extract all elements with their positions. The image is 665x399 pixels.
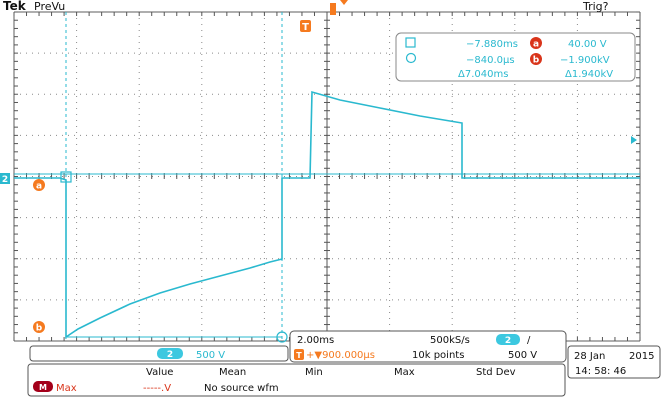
channel-scale-badge: 2 [167, 350, 173, 360]
cursor-a-time: −7.880ms [466, 39, 518, 50]
time-label: 14: 58: 46 [575, 366, 626, 377]
trigger-slope-icon: / [527, 335, 531, 346]
trigger-level-arrow-icon [631, 136, 637, 144]
cursor-b-value: −1.900kV [560, 55, 610, 66]
header-max: Max [394, 367, 415, 378]
cursor-square-icon [405, 37, 416, 48]
timebase-panel[interactable]: 2.00ms 500kS/s 2 / T +▼900.000μs 10k poi… [289, 330, 567, 363]
cursor-a-value: 40.00 V [568, 39, 607, 50]
datetime-panel: 28 Jan 2015 14: 58: 46 [567, 345, 661, 379]
cursor-a-square-marker[interactable] [60, 171, 72, 183]
cursor-b-circle-marker[interactable] [276, 331, 288, 343]
channel-scale-panel[interactable]: 2 500 V [29, 345, 289, 362]
channel-2-waveform [14, 90, 640, 339]
trigger-position-marker[interactable]: T [300, 20, 311, 33]
graticule [13, 11, 641, 342]
header-std-dev: Std Dev [476, 367, 516, 378]
date-label: 28 Jan [574, 351, 605, 362]
measurement-panel[interactable]: Value Mean Min Max Std Dev M Max -----.V… [27, 363, 566, 397]
measurement-name: Max [56, 383, 77, 394]
trigger-level-value: 500 V [508, 350, 537, 361]
readout-a-badge: a [533, 40, 539, 50]
channel-2-marker[interactable]: 2 [0, 173, 10, 185]
trigger-status: Trig? [582, 0, 609, 13]
cursor-circle-icon [405, 52, 417, 64]
cursor-delta-value: Δ1.940kV [565, 69, 613, 80]
cursor-a-badge[interactable]: a [33, 179, 45, 192]
header-mean: Mean [219, 367, 246, 378]
cursor-readout-panel: −7.880ms a 40.00 V −840.0μs b −1.900kV Δ… [395, 32, 636, 82]
header-min: Min [305, 367, 323, 378]
channel-scale-value: 500 V [196, 350, 225, 361]
trigger-channel-badge: 2 [505, 336, 511, 346]
measurement-badge: M [39, 383, 47, 392]
timebase-value: 2.00ms [297, 335, 334, 346]
cursor-delta-time: Δ7.040ms [458, 69, 508, 80]
trigger-marker-label: T [302, 22, 309, 33]
channel-2-marker-label: 2 [2, 175, 8, 185]
trigger-position-icon: T [296, 351, 302, 360]
measurement-note: No source wfm [204, 383, 279, 394]
cursor-b-badge-label: b [36, 324, 43, 334]
trigger-top-arrow [330, 0, 348, 15]
acquisition-mode: PreVu [34, 0, 65, 13]
year-label: 2015 [629, 351, 654, 362]
cursor-b-time: −840.0μs [466, 55, 515, 66]
record-length: 10k points [412, 350, 464, 361]
cursor-a-badge-label: a [36, 182, 42, 192]
sample-rate: 500kS/s [430, 335, 470, 346]
readout-b-badge: b [533, 56, 540, 66]
header-value: Value [146, 367, 173, 378]
cursor-b-badge[interactable]: b [33, 321, 45, 334]
measurement-value: -----.V [143, 383, 171, 394]
brand-logo: Tek [3, 0, 27, 13]
trigger-position-value: +▼900.000μs [306, 350, 375, 361]
